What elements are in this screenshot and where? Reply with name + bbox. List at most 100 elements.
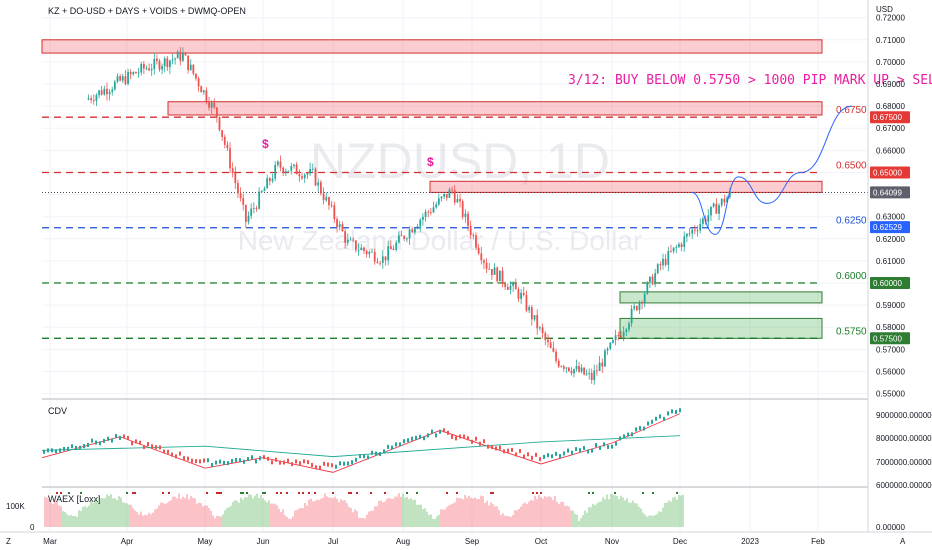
candle-196	[606, 346, 609, 355]
waex-dot	[308, 492, 310, 494]
waex-bar	[318, 500, 320, 527]
waex-bar	[212, 515, 214, 527]
candle-27	[158, 58, 161, 72]
candle-223	[678, 242, 680, 248]
waex-bar	[524, 502, 526, 527]
waex-bar	[62, 511, 64, 527]
candle-40	[192, 64, 195, 76]
cdv-candle	[651, 419, 653, 424]
waex-bar	[306, 505, 308, 527]
cdv-candle	[675, 409, 677, 414]
main-pane[interactable]: NZDUSD, 1D New Zealand Dollar / U.S. Dol…	[41, 0, 932, 532]
waex-bar	[304, 503, 306, 527]
waex-dot	[490, 492, 492, 494]
cdv-candle	[347, 461, 349, 466]
waex-dot	[276, 492, 278, 494]
candle-154	[496, 266, 499, 284]
price-axis[interactable]: USD 0.720000.710000.700000.690000.680000…	[867, 0, 910, 532]
cdv-candle	[659, 414, 661, 419]
waex-bar	[56, 501, 58, 527]
candle-111	[381, 250, 384, 269]
waex-bar	[374, 506, 376, 527]
waex-bar	[660, 511, 662, 527]
waex-bar	[470, 497, 472, 527]
cdv-candle	[167, 449, 169, 454]
candle-70	[271, 173, 274, 184]
waex-bar	[190, 496, 192, 527]
waex-bar	[348, 506, 350, 527]
waex-bar	[206, 505, 208, 527]
cdv-candle	[379, 451, 381, 456]
candle-30	[166, 55, 169, 72]
waex-bar	[360, 517, 362, 527]
waex-bar	[240, 497, 242, 527]
cdv-pane[interactable]: CDV	[41, 398, 868, 473]
candle-39	[189, 59, 192, 71]
waex-bar	[426, 511, 428, 527]
cdv-candle	[179, 451, 181, 456]
price-tick-15: 0.57000	[876, 345, 905, 354]
waex-bar	[432, 518, 434, 527]
candle-173	[547, 334, 549, 348]
candle-152	[491, 269, 493, 280]
auto-scale-toggle[interactable]: A	[900, 537, 906, 546]
cdv-candle	[375, 451, 377, 456]
time-axis[interactable]: Mar Apr May Jun Jul Aug Sep Oct Nov Dec 2023 Feb Z …	[0, 531, 932, 546]
waex-bar	[562, 501, 564, 527]
candle-159	[509, 281, 512, 295]
waex-dot	[126, 492, 128, 494]
candle-45	[205, 87, 208, 105]
waex-bar	[252, 498, 254, 527]
candle-92	[330, 201, 333, 208]
waex-bar	[98, 496, 100, 527]
candle-21	[142, 61, 145, 75]
cdv-candle	[439, 429, 441, 434]
waex-bar	[284, 515, 286, 527]
cdv-candle	[415, 435, 417, 440]
candle-42	[197, 76, 200, 92]
candle-86	[314, 167, 317, 187]
candle-120	[405, 236, 408, 243]
candle-238	[718, 203, 720, 221]
cdv-candle	[591, 448, 593, 453]
cdv-candle	[579, 448, 581, 453]
waex-bar	[220, 516, 222, 527]
log-scale-toggle[interactable]: Z	[6, 537, 11, 546]
candle-202	[622, 326, 625, 342]
waex-bar	[414, 499, 416, 527]
waex-bar	[538, 494, 540, 527]
waex-bar	[226, 507, 228, 527]
candle-137	[451, 186, 453, 194]
candle-63	[252, 202, 255, 214]
waex-bar	[198, 502, 200, 527]
cdv-candle	[451, 434, 453, 439]
candle-177	[557, 358, 560, 368]
candle-18	[135, 71, 137, 74]
cdv-candle	[335, 464, 337, 469]
candle-28	[161, 63, 163, 75]
candle-78	[293, 163, 295, 169]
cdv-candle	[327, 462, 329, 467]
candle-79	[295, 162, 298, 175]
waex-bar	[658, 511, 660, 527]
waex-bar	[308, 499, 310, 527]
waex-bar	[294, 510, 296, 527]
time-tick-labels: Mar Apr May Jun Jul Aug Sep Oct Nov Dec 2023 Feb	[43, 537, 825, 546]
candle-103	[360, 244, 363, 251]
waex-pane[interactable]: WAEX [Loxx]	[42, 486, 868, 527]
candle-231	[699, 218, 702, 234]
waex-dot	[456, 492, 458, 494]
waex-bar	[50, 502, 52, 527]
candle-0	[87, 94, 90, 101]
candle-14	[124, 70, 127, 86]
waex-bar	[668, 500, 670, 527]
waex-dot	[240, 492, 242, 494]
candle-47	[210, 100, 213, 114]
candle-26	[156, 54, 158, 65]
candle-180	[565, 366, 568, 374]
waex-bar	[330, 497, 332, 527]
candle-61	[247, 211, 250, 225]
candle-12	[119, 73, 122, 82]
cdv-candle	[423, 436, 425, 441]
